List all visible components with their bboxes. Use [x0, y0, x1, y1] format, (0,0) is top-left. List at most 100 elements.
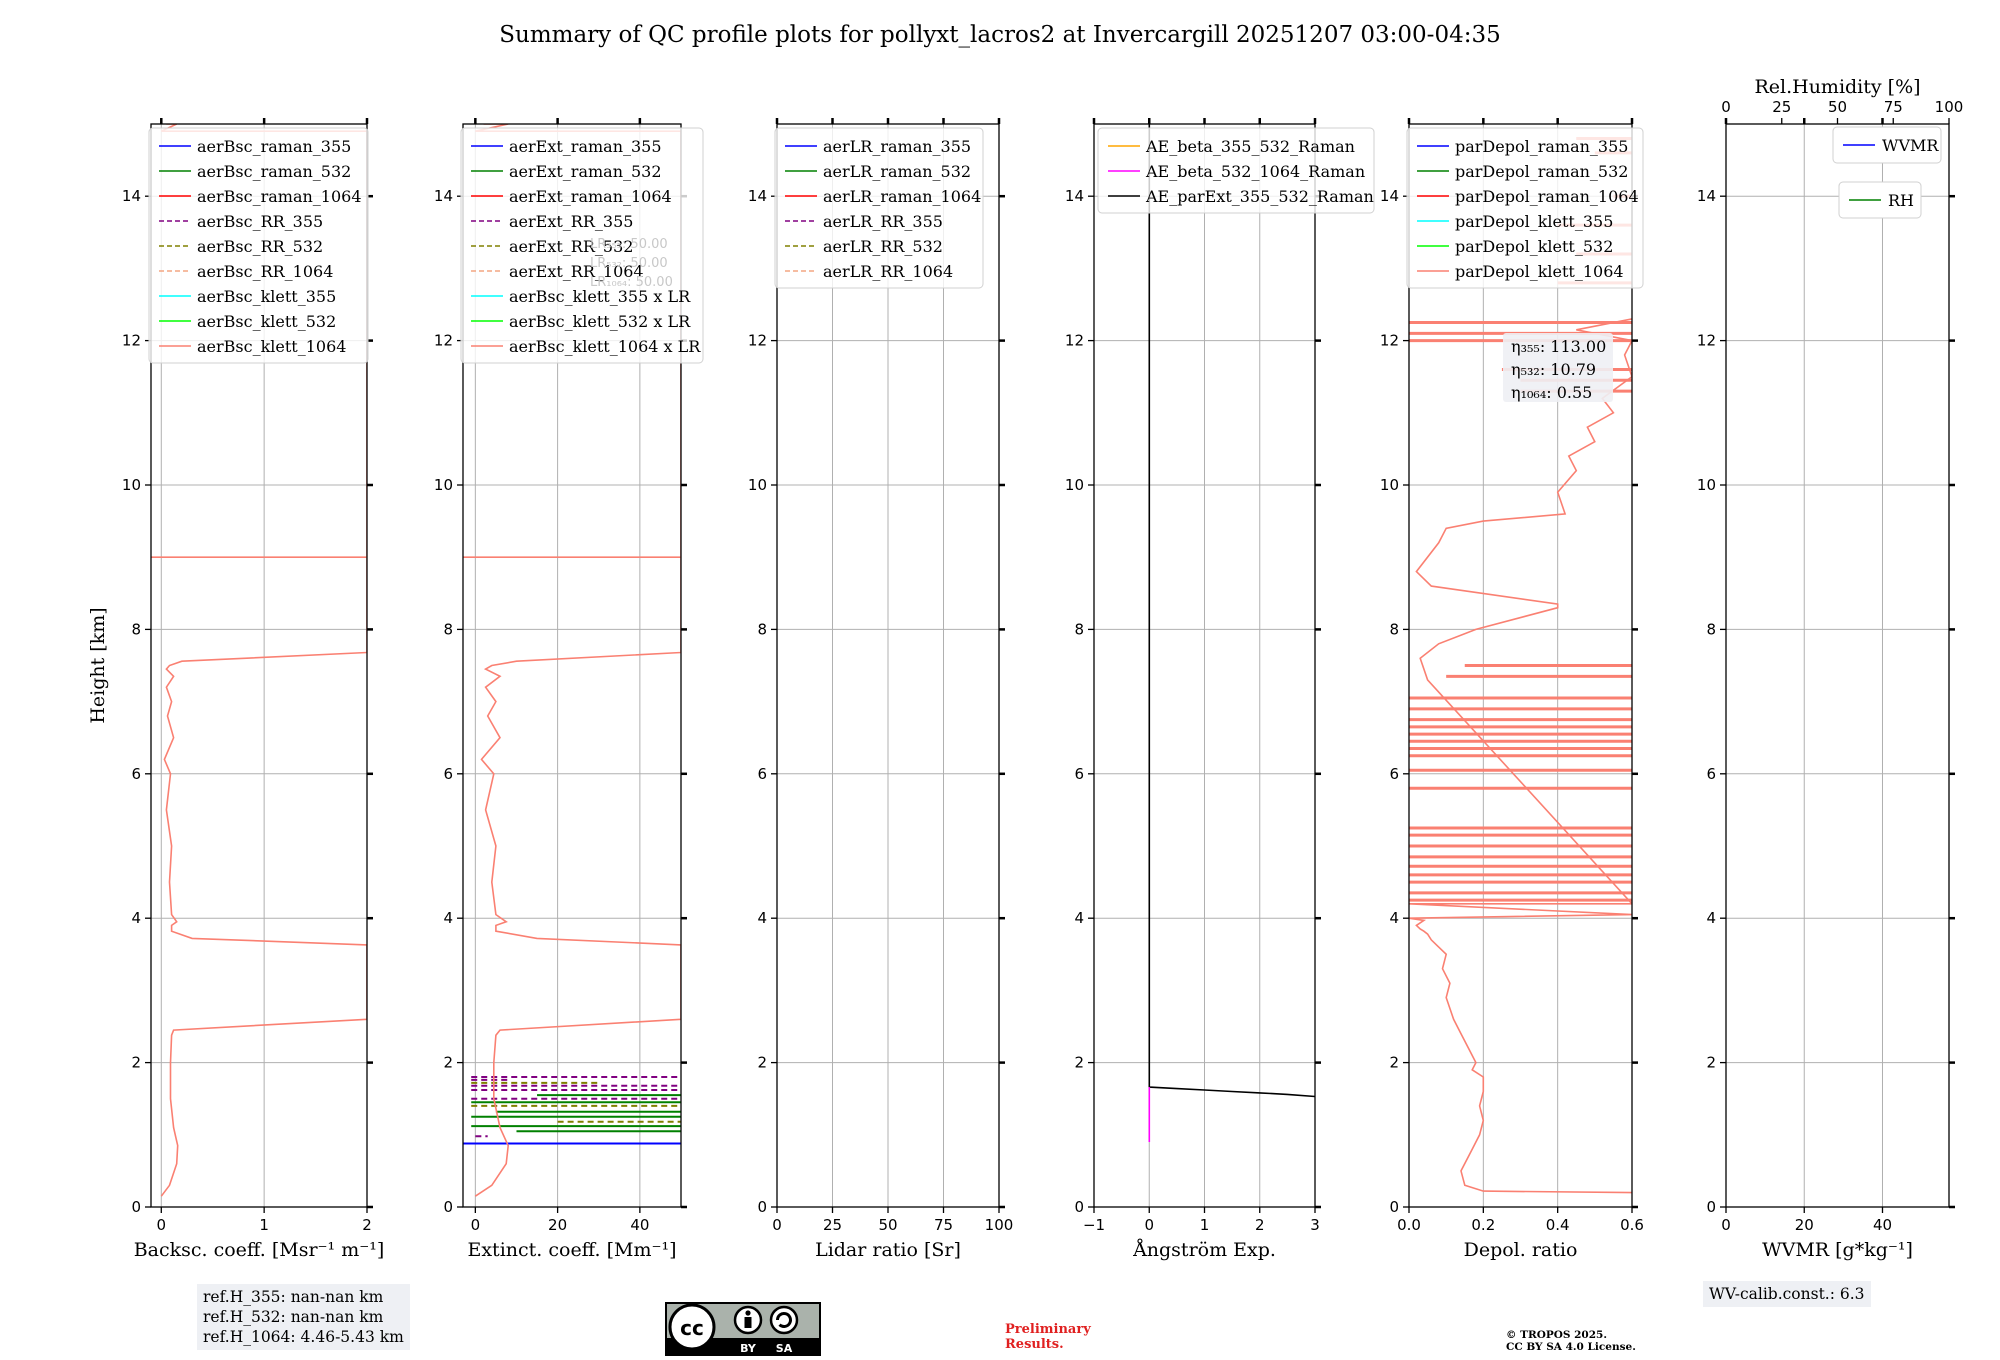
plot-area	[1409, 136, 1632, 1194]
y-tick-label: 10	[748, 476, 767, 494]
rh-tick-label: 0	[1721, 98, 1731, 116]
ref-h-355: ref.H_355: nan-nan km	[203, 1288, 384, 1306]
axes-frame	[462, 123, 682, 1208]
wv-calib-const: WV-calib.const.: 6.3	[1709, 1285, 1865, 1303]
y-tick-label: 6	[757, 765, 767, 783]
y-tick-label: 6	[443, 765, 453, 783]
legend: aerBsc_raman_355 aerBsc_raman_532 aerBsc_r…	[148, 127, 369, 364]
y-tick-label: 0	[1074, 1198, 1084, 1216]
legend-entry: aerBsc_klett_355 x LR	[509, 287, 691, 306]
x-tick-label: 0	[1144, 1216, 1154, 1234]
series-aerBsc_klett_1064 x LR	[463, 124, 681, 1197]
legend-frame	[1406, 127, 1644, 289]
legend: AE_beta_355_532_Raman AE_beta_532_1064_Ra…	[1097, 127, 1375, 214]
rh-tick-label: 100	[1935, 98, 1964, 116]
legend-entry: AE_parExt_355_532_Raman	[1145, 187, 1374, 206]
x-tick-label: 20	[1795, 1216, 1814, 1234]
legend-entry: aerExt_RR_532	[509, 237, 633, 256]
legend-entry: aerBsc_RR_355	[197, 212, 323, 231]
y-tick-label: 8	[1074, 620, 1084, 638]
lidar-ratio-note: LR₃₅₅: 50.00	[590, 237, 668, 252]
legend-entry: aerBsc_klett_532	[197, 312, 336, 331]
plot-area	[463, 124, 681, 1197]
plot-area	[151, 124, 367, 1197]
panel-lidar_ratio: 0 2 4 6 8 10 12 14 0 25 50 75 100 Lidar ratio [Sr] aer…	[748, 118, 1013, 1261]
legend-entry: aerBsc_raman_532	[197, 162, 351, 181]
x-axis-label: Lidar ratio [Sr]	[815, 1239, 961, 1261]
wvmr-legend-entry: WVMR	[1882, 136, 1939, 155]
y-tick-label: 4	[443, 909, 453, 927]
preliminary-results-label: Preliminary Results.	[1005, 1322, 1091, 1352]
legend-entry: parDepol_raman_1064	[1455, 187, 1639, 206]
x-tick-label: 0	[157, 1216, 167, 1234]
y-tick-label: 12	[748, 332, 767, 350]
x-tick-label: 25	[823, 1216, 842, 1234]
y-tick-label: 6	[131, 765, 141, 783]
x-tick-label: 0.0	[1397, 1216, 1421, 1234]
rh-tick-label: 75	[1884, 98, 1903, 116]
y-tick-label: 4	[1706, 909, 1716, 927]
series-AE_parExt_355_532_Raman	[1148, 124, 1315, 1098]
legend-entry: parDepol_klett_532	[1455, 237, 1613, 256]
y-tick-label: 4	[1389, 909, 1399, 927]
y-tick-label: 6	[1074, 765, 1084, 783]
legend-frame	[460, 127, 704, 364]
x-tick-label: 20	[548, 1216, 567, 1234]
axes-frame	[1725, 123, 1950, 1208]
y-tick-label: 0	[443, 1198, 453, 1216]
legend-entry: aerBsc_klett_1064	[197, 337, 346, 356]
y-tick-label: 10	[434, 476, 453, 494]
x-axis-label: Extinct. coeff. [Mm⁻¹]	[467, 1239, 676, 1261]
eta-value: η₁₀₆₄: 0.55	[1511, 383, 1592, 402]
x-tick-label: 40	[1873, 1216, 1892, 1234]
legend-entry: aerBsc_RR_532	[197, 237, 323, 256]
x-tick-label: 2	[1255, 1216, 1265, 1234]
x-tick-label: 0.6	[1620, 1216, 1644, 1234]
y-tick-label: 6	[1706, 765, 1716, 783]
legend-entry: parDepol_raman_355	[1455, 137, 1628, 156]
legend-entry: aerLR_raman_1064	[823, 187, 981, 206]
legend-frame	[774, 127, 984, 289]
y-tick-label: 2	[1389, 1054, 1399, 1072]
y-tick-label: 8	[443, 620, 453, 638]
x-tick-label: 0	[772, 1216, 782, 1234]
plot-area	[1148, 124, 1315, 1142]
y-tick-label: 2	[1074, 1054, 1084, 1072]
legend-entry: aerExt_raman_1064	[509, 187, 672, 206]
y-tick-label: 2	[443, 1054, 453, 1072]
legend-entry: parDepol_klett_355	[1455, 212, 1613, 231]
y-tick-label: 4	[1074, 909, 1084, 927]
x-tick-label: 0	[1721, 1216, 1731, 1234]
eta-value: η₃₅₅: 113.00	[1511, 337, 1606, 356]
eta-value: η₅₃₂: 10.79	[1511, 360, 1596, 379]
series-aerBsc_klett_1064	[151, 124, 367, 1197]
x-tick-label: 0.2	[1471, 1216, 1495, 1234]
rh-tick-label: 50	[1828, 98, 1847, 116]
y-tick-label: 0	[131, 1198, 141, 1216]
y-tick-label: 0	[1706, 1198, 1716, 1216]
y-tick-label: 2	[1706, 1054, 1716, 1072]
y-tick-label: 0	[757, 1198, 767, 1216]
by-label: BY	[740, 1342, 757, 1355]
figure-title: Summary of QC profile plots for pollyxt_…	[499, 22, 1501, 48]
legend-entry: aerBsc_klett_1064 x LR	[509, 337, 701, 356]
sa-label: SA	[776, 1342, 793, 1355]
ref-h-532: ref.H_532: nan-nan km	[203, 1308, 384, 1326]
sa-share-icon	[769, 1305, 799, 1335]
y-tick-label: 10	[1065, 476, 1084, 494]
x-tick-label: 3	[1310, 1216, 1320, 1234]
y-tick-label: 12	[1380, 332, 1399, 350]
legend-entry: parDepol_klett_1064	[1455, 262, 1624, 281]
x-tick-label: 40	[630, 1216, 649, 1234]
y-tick-label: 2	[131, 1054, 141, 1072]
x-axis-label: WVMR [g*kg⁻¹]	[1762, 1239, 1913, 1261]
y-tick-label: 12	[1065, 332, 1084, 350]
legend: parDepol_raman_355 parDepol_raman_532 parD…	[1406, 127, 1644, 289]
legend-entry: aerLR_RR_355	[823, 212, 943, 231]
rh-legend-entry: RH	[1888, 191, 1914, 210]
y-tick-label: 8	[1706, 620, 1716, 638]
legend-entry: AE_beta_532_1064_Raman	[1145, 162, 1365, 181]
y-tick-label: 8	[131, 620, 141, 638]
